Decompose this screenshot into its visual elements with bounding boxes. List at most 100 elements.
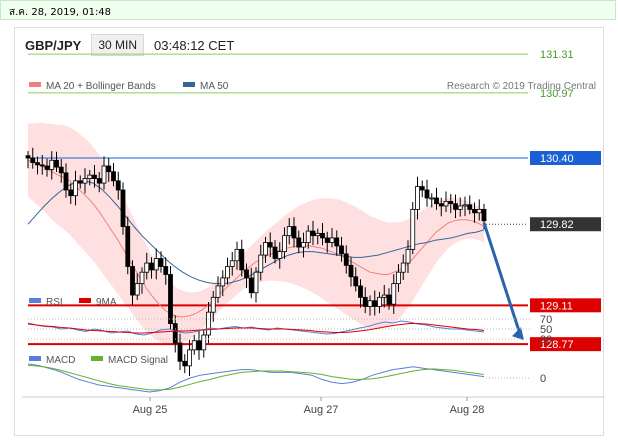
price-plot: 131.31 130.97 130.40 129.82 129.11 128.77 [25,49,601,376]
candle-body [315,232,321,237]
ma20-legend-swatch [29,82,41,87]
ma50-legend-label: MA 50 [200,81,229,92]
candle-body [158,258,164,267]
resistance-tag [530,151,601,165]
candle-body [424,189,430,199]
candle-body [130,266,135,296]
datetime-bar: ส.ค. 28, 2019, 01:48 [0,0,616,20]
credit-text: Research © 2019 Trading Central [447,81,596,92]
target-label: 131.31 [540,49,574,61]
candle-body [443,200,449,207]
candle-body [396,271,401,285]
candle-body [320,232,325,239]
candle-body [272,246,278,259]
candle-body [244,269,249,279]
candle-body [415,186,420,210]
macd-signal-legend-swatch [91,356,103,361]
macd-signal-line [27,364,485,391]
candle-body [343,253,349,266]
candle-body [87,174,93,179]
candle-body [391,283,397,305]
candle-body [358,285,363,298]
candle-body [210,296,216,313]
macd-legend-label: MACD [46,355,75,366]
candle-body [467,204,473,210]
candle-body [163,266,169,275]
target-label: 130.97 [540,88,574,100]
rsi-ma-legend-label: 9MA [96,297,117,308]
candle-body [134,283,140,296]
candle-body [472,208,477,214]
candle-body [329,237,335,243]
candle-body [348,264,354,278]
candle-body [434,197,439,205]
chart-header: GBP/JPY 30 MIN 03:48:12 CET [25,33,234,57]
last-price-tag [530,217,601,232]
candle-body [206,311,211,336]
candle-body [101,165,107,184]
candle-body [419,186,425,191]
candle-body [201,334,207,351]
rsi-ma-line [27,323,485,334]
candle-body [438,203,444,207]
rsi-tick: 30 [540,334,552,346]
candle-body [82,178,88,184]
ma50-legend-swatch [183,82,195,87]
candle-body [182,360,188,367]
rsi-legend-label: RSI [46,297,63,308]
candle-body [191,340,197,351]
rsi-tick: 70 [540,314,552,326]
candle-body [400,262,406,273]
projection-arrow [482,222,522,335]
timeframe-badge[interactable]: 30 MIN [91,34,145,56]
candle-body [286,226,292,237]
candle-body [125,226,131,267]
candle-body [44,165,50,170]
candle-body [172,323,178,344]
candle-body [457,205,463,210]
rsi-ma-legend-swatch [79,298,91,303]
candle-body [377,296,382,307]
candle-body [258,254,264,273]
candle-body [339,245,344,255]
candle-body [68,189,74,197]
candle-body [63,172,69,191]
candle-body [234,248,240,262]
candle-body [263,242,268,256]
candle-body [92,174,97,179]
candle-body [220,277,226,287]
candle-body [54,159,59,168]
bollinger-band [28,122,484,346]
candle-body [324,237,330,243]
candle-body [296,237,302,248]
x-tick-label: Aug 25 [133,404,168,416]
candle-body [476,208,482,214]
datetime-text: ส.ค. 28, 2019, 01:48 [9,7,112,18]
candle-body [310,230,316,237]
candle-body [372,300,378,307]
candle-body [153,258,159,271]
candle-body [196,340,202,351]
candle-body [168,274,173,324]
ma20-legend-label: MA 20 + Bollinger Bands [46,81,156,92]
support-tag [530,337,601,352]
candle-body [381,294,387,298]
candle-body [115,180,121,191]
rsi-legend-swatch [29,298,41,303]
candle-body [149,262,154,271]
resistance-label: 130.40 [540,153,574,165]
candle-body [353,276,359,287]
candle-body [39,164,45,167]
candle-body [77,180,83,184]
candle-body [453,203,458,210]
candle-body [177,342,183,362]
macd-line [27,363,485,393]
candle-body [239,248,245,271]
candle-body [49,159,55,170]
candle-body [386,294,392,305]
candle-body [301,242,306,248]
candle-body [277,251,283,259]
candle-body [73,180,78,197]
